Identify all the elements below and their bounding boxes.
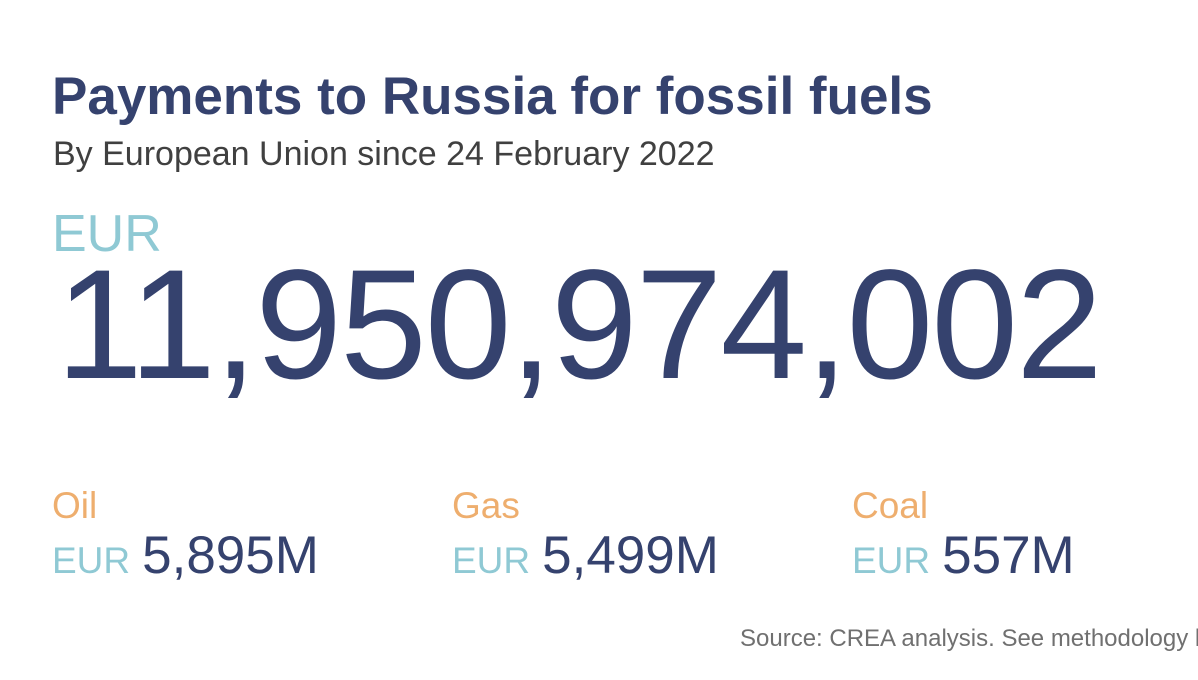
coal-label: Coal <box>852 485 929 526</box>
total-amount: 11,950,974,002 <box>56 238 1103 412</box>
gas-currency: EUR <box>452 539 531 581</box>
total-currency-label: EUR <box>52 205 162 263</box>
oil-label: Oil <box>52 485 98 526</box>
oil-amount: 5,895M <box>142 525 319 585</box>
oil-value-row: EUR 5,895M <box>52 525 432 585</box>
oil-currency: EUR <box>52 539 131 581</box>
gas-amount: 5,499M <box>542 525 719 585</box>
page-subtitle: By European Union since 24 February 2022 <box>53 135 715 173</box>
source-note: Source: CREA analysis. See methodology h <box>740 625 1198 652</box>
coal-amount: 557M <box>942 525 1075 585</box>
oil-breakdown: Oil EUR 5,895M <box>52 485 432 585</box>
gas-value-row: EUR 5,499M <box>452 525 832 585</box>
coal-currency: EUR <box>852 539 931 581</box>
page-title: Payments to Russia for fossil fuels <box>52 67 933 126</box>
coal-breakdown: Coal EUR 557M <box>852 485 1198 585</box>
gas-breakdown: Gas EUR 5,499M <box>452 485 832 585</box>
gas-label: Gas <box>452 485 520 526</box>
coal-value-row: EUR 557M <box>852 525 1198 585</box>
